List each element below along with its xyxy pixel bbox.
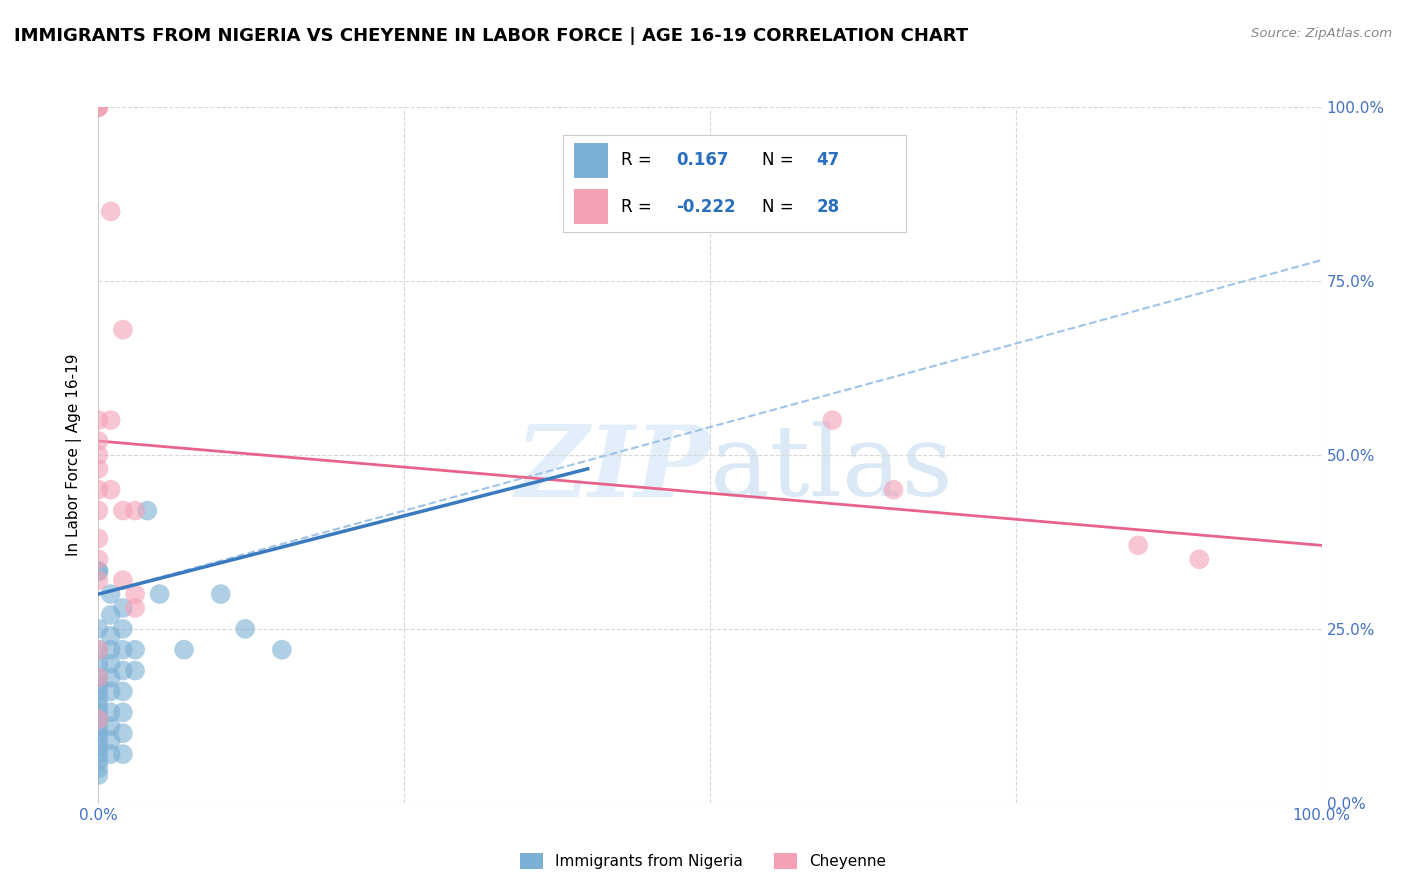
Point: [111, 706, 134, 720]
Text: Source: ZipAtlas.com: Source: ZipAtlas.com: [1251, 27, 1392, 40]
Point: [87, 564, 110, 578]
Point: [111, 684, 134, 698]
Point: [87, 462, 110, 476]
Point: [87, 747, 110, 761]
Point: [87, 564, 110, 578]
Point: [100, 587, 122, 601]
Point: [111, 642, 134, 657]
Point: [111, 747, 134, 761]
Point: [149, 587, 172, 601]
Point: [87, 754, 110, 768]
Legend: Immigrants from Nigeria, Cheyenne: Immigrants from Nigeria, Cheyenne: [515, 847, 891, 875]
Point: [87, 761, 110, 775]
Point: [87, 622, 110, 636]
Point: [821, 413, 844, 427]
Point: [87, 719, 110, 733]
Point: [87, 712, 110, 726]
Point: [87, 532, 110, 546]
Point: [87, 691, 110, 706]
Point: [209, 587, 232, 601]
Point: [124, 601, 146, 615]
Point: [111, 503, 134, 517]
Point: [87, 712, 110, 726]
Point: [87, 100, 110, 114]
Point: [87, 503, 110, 517]
Point: [100, 684, 122, 698]
Point: [87, 733, 110, 747]
Point: [87, 642, 110, 657]
Point: [100, 642, 122, 657]
Text: IMMIGRANTS FROM NIGERIA VS CHEYENNE IN LABOR FORCE | AGE 16-19 CORRELATION CHART: IMMIGRANTS FROM NIGERIA VS CHEYENNE IN L…: [14, 27, 969, 45]
Point: [87, 698, 110, 713]
Point: [111, 726, 134, 740]
Point: [100, 733, 122, 747]
Point: [87, 434, 110, 448]
Point: [100, 629, 122, 643]
Point: [87, 706, 110, 720]
Point: [111, 323, 134, 337]
Point: [233, 622, 256, 636]
Point: [173, 642, 195, 657]
Point: [136, 503, 159, 517]
Point: [87, 677, 110, 691]
Point: [87, 552, 110, 566]
Point: [100, 607, 122, 622]
Point: [100, 671, 122, 685]
Point: [87, 671, 110, 685]
Point: [1128, 538, 1150, 552]
Y-axis label: In Labor Force | Age 16-19: In Labor Force | Age 16-19: [66, 353, 83, 557]
Point: [124, 664, 146, 678]
Point: [87, 684, 110, 698]
Point: [111, 664, 134, 678]
Point: [124, 503, 146, 517]
Point: [883, 483, 905, 497]
Point: [87, 768, 110, 782]
Text: atlas: atlas: [710, 421, 953, 516]
Point: [100, 747, 122, 761]
Point: [87, 100, 110, 114]
Point: [87, 448, 110, 462]
Point: [124, 587, 146, 601]
Point: [111, 601, 134, 615]
Point: [87, 726, 110, 740]
Point: [100, 204, 122, 219]
Point: [111, 573, 134, 587]
Point: [100, 706, 122, 720]
Point: [100, 413, 122, 427]
Point: [111, 622, 134, 636]
Point: [100, 657, 122, 671]
Point: [270, 642, 294, 657]
Point: [87, 100, 110, 114]
Point: [87, 413, 110, 427]
Point: [87, 642, 110, 657]
Point: [124, 642, 146, 657]
Text: ZIP: ZIP: [515, 421, 710, 517]
Point: [100, 483, 122, 497]
Point: [1188, 552, 1211, 566]
Point: [87, 483, 110, 497]
Point: [87, 573, 110, 587]
Point: [100, 719, 122, 733]
Point: [87, 740, 110, 755]
Point: [87, 671, 110, 685]
Point: [87, 657, 110, 671]
